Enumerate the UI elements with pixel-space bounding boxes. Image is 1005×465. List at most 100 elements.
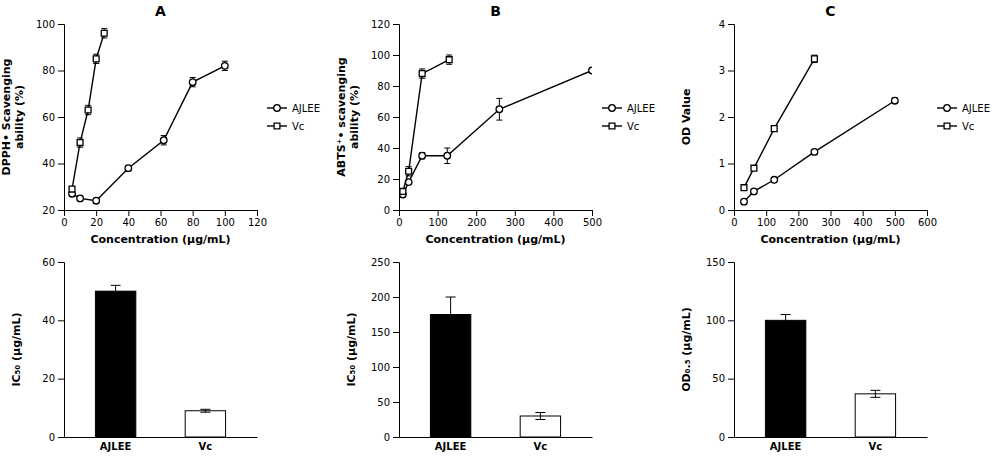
error-bar <box>444 148 450 164</box>
panel: 020406080100120ABTS⁺• scavengingability … <box>335 3 655 246</box>
x-axis-tick: 20 <box>90 210 103 228</box>
x-axis-tick: 100 <box>757 210 776 228</box>
x-axis-tick-label: 300 <box>506 217 525 228</box>
legend: AJLEEVc <box>937 103 990 132</box>
error-bar <box>77 138 83 147</box>
error-bar <box>69 187 75 192</box>
error-bar <box>811 55 817 62</box>
x-axis-tick-mark <box>193 210 194 216</box>
legend-marker <box>274 123 280 129</box>
y-axis-tick-mark <box>58 24 64 25</box>
marker <box>125 165 132 172</box>
y-axis-tick-mark <box>393 24 399 25</box>
y-axis-tick-mark <box>58 320 64 321</box>
y-axis-tick: 150 <box>706 257 734 268</box>
x-axis-tick-label: 20 <box>90 217 103 228</box>
y-axis-title-line: IC₅₀ (μg/mL) <box>10 312 23 386</box>
series-line <box>744 59 814 188</box>
marker <box>419 71 425 77</box>
marker <box>741 185 747 191</box>
legend-label: AJLEE <box>292 103 320 114</box>
x-axis-tick-label: Vc <box>869 441 883 452</box>
y-axis-tick-label: 2 <box>719 112 725 123</box>
x-axis-tick-mark <box>895 210 896 216</box>
legend-marker <box>944 123 950 129</box>
x-axis-line <box>400 211 593 217</box>
marker <box>751 188 758 195</box>
x-axis-tick-label: AJLEE <box>435 441 467 452</box>
x-axis-tick-label: 200 <box>467 217 486 228</box>
x-axis: 0100200300400500 <box>396 210 602 228</box>
marker <box>400 188 406 194</box>
x-axis-tick: 40 <box>122 210 135 228</box>
x-axis-tick: 400 <box>854 210 873 228</box>
legend-item: AJLEE <box>602 103 655 114</box>
y-axis-tick: 40 <box>42 158 64 169</box>
y-axis-tick: 80 <box>377 81 399 92</box>
error-bar <box>771 126 777 131</box>
y-axis-tick-mark <box>393 402 399 403</box>
y-axis-tick-mark <box>728 164 734 165</box>
x-axis-tick: AJLEE <box>100 437 132 452</box>
y-axis-tick: 0 <box>49 432 64 443</box>
chart: 20406080100DPPH• Scavengingability (%)02… <box>0 0 1005 465</box>
x-axis-tick-mark <box>257 210 258 216</box>
x-axis-tick: Vc <box>534 437 548 452</box>
error-bar <box>535 413 545 420</box>
x-axis-tick: Vc <box>199 437 213 452</box>
marker <box>77 195 84 202</box>
x-axis-tick-mark <box>399 210 400 216</box>
y-axis: 20406080100 <box>36 19 65 216</box>
panel: 050100150200250IC₅₀ (μg/mL)AJLEEVc <box>345 257 593 452</box>
y-axis-title-line: OD Value <box>680 89 693 146</box>
y-axis-line <box>728 25 735 211</box>
legend-item: Vc <box>937 121 974 132</box>
x-axis-tick-label: 0 <box>731 217 737 228</box>
x-axis-tick-label: 600 <box>918 217 937 228</box>
x-axis-tick: 0 <box>61 210 67 228</box>
x-axis-tick: 300 <box>821 210 840 228</box>
error-bar <box>406 167 412 176</box>
error-bar <box>496 98 502 120</box>
y-axis-tick-mark <box>393 367 399 368</box>
x-axis-tick-mark <box>798 210 799 216</box>
series-line <box>403 71 592 195</box>
y-axis-tick-mark <box>393 262 399 263</box>
x-axis: AJLEE Vc <box>400 437 593 452</box>
x-axis-line <box>400 437 593 438</box>
y-axis-tick-mark <box>58 71 64 72</box>
y-axis-tick: 40 <box>377 143 399 154</box>
x-axis-tick: 80 <box>187 210 200 228</box>
legend: AJLEEVc <box>267 103 320 132</box>
marker <box>812 56 818 62</box>
y-axis-title: OD Value <box>680 89 693 146</box>
x-axis-tick-label: AJLEE <box>100 441 132 452</box>
y-axis-tick-mark <box>58 379 64 380</box>
bar <box>430 315 470 438</box>
x-axis-tick-label: 400 <box>854 217 873 228</box>
y-axis-tick-label: 200 <box>371 292 390 303</box>
y-axis-tick-label: 60 <box>42 257 55 268</box>
x-axis: AJLEEVc <box>735 437 928 452</box>
y-axis-title-line: ability (%) <box>348 85 361 149</box>
y-axis-tick-label: 4 <box>719 19 725 30</box>
series-line <box>744 101 895 202</box>
x-axis-tick-mark <box>515 210 516 216</box>
legend-label: AJLEE <box>627 103 655 114</box>
y-axis-tick: 200 <box>371 292 399 303</box>
y-axis-tick-label: 20 <box>42 205 55 216</box>
y-axis-tick-label: 20 <box>42 373 55 384</box>
y-axis-title: DPPH• Scavengingability (%) <box>0 59 26 176</box>
y-axis-tick: 0 <box>719 205 734 216</box>
y-axis-tick-label: 0 <box>384 432 390 443</box>
x-axis-line <box>65 211 258 217</box>
x-axis-tick: 120 <box>248 210 267 228</box>
marker <box>892 97 899 104</box>
y-axis-tick: 100 <box>371 50 399 61</box>
plot-area <box>95 285 225 437</box>
marker <box>771 176 778 183</box>
y-axis-tick: 3 <box>719 65 734 76</box>
y-axis: 0204060 <box>42 257 64 443</box>
title: C <box>825 3 835 19</box>
y-axis-tick-mark <box>728 71 734 72</box>
